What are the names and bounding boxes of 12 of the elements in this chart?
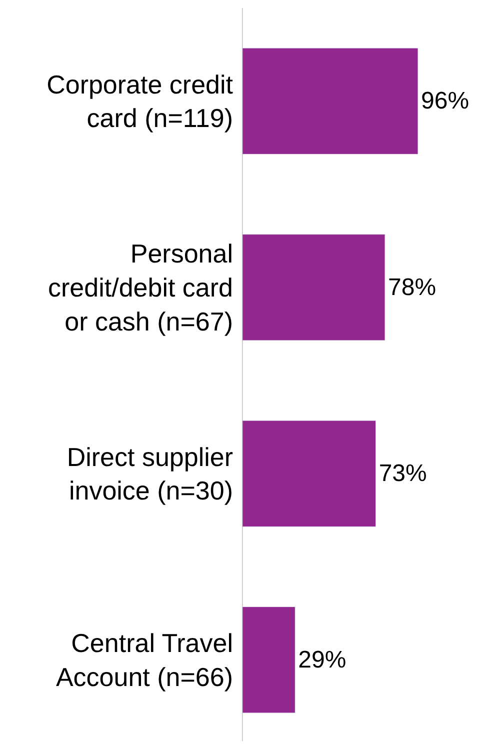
bar — [242, 606, 296, 714]
bar — [242, 48, 418, 154]
y-tick-label: Direct supplier invoice (n=30) — [66, 442, 234, 506]
y-tick-label: Central Travel Account (n=66) — [56, 628, 233, 692]
bar — [242, 234, 386, 341]
data-label: 73% — [378, 460, 427, 488]
y-tick-label: Corporate credit card (n=119) — [46, 69, 234, 134]
y-tick-label: Personal credit/debit card or cash (n=67) — [48, 238, 233, 336]
bar — [242, 420, 376, 527]
data-label: 96% — [421, 88, 470, 115]
data-label: 29% — [298, 646, 346, 674]
data-label: 78% — [388, 274, 436, 301]
